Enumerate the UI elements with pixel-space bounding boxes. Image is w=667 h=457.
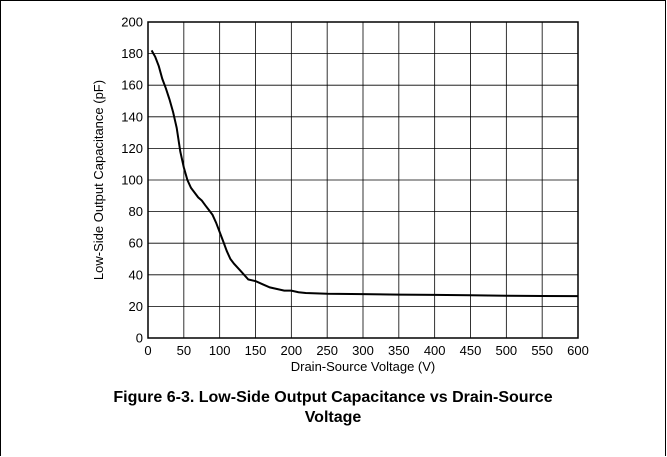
y-tick-label: 140 <box>121 109 143 124</box>
y-tick-label: 60 <box>129 236 143 251</box>
x-axis-title: Drain-Source Voltage (V) <box>291 359 436 374</box>
y-axis-title: Low-Side Output Capacitance (pF) <box>91 80 106 280</box>
x-tick-label: 350 <box>388 343 410 358</box>
y-tick-label: 80 <box>129 204 143 219</box>
x-tick-label: 550 <box>531 343 553 358</box>
y-tick-label: 20 <box>129 299 143 314</box>
y-tick-label: 180 <box>121 46 143 61</box>
y-tick-label: 200 <box>121 15 143 30</box>
x-tick-label: 150 <box>245 343 267 358</box>
y-tick-labels: 0 20 40 60 80 100 120 140 160 180 200 <box>121 15 143 346</box>
figure-caption: Figure 6-3. Low-Side Output Capacitance … <box>0 388 666 428</box>
y-tick-label: 40 <box>129 267 143 282</box>
capacitance-chart: 0 50 100 150 200 250 300 350 400 450 500 550 600 0 20… <box>91 15 589 375</box>
y-tick-label: 0 <box>136 331 143 346</box>
x-tick-label: 300 <box>352 343 374 358</box>
x-tick-label: 0 <box>144 343 151 358</box>
caption-line-2: Voltage <box>304 409 362 426</box>
x-tick-label: 500 <box>495 343 517 358</box>
chart-grid <box>148 22 578 338</box>
x-tick-label: 600 <box>567 343 589 358</box>
x-tick-label: 250 <box>316 343 338 358</box>
x-tick-label: 50 <box>177 343 191 358</box>
x-tick-label: 100 <box>209 343 231 358</box>
x-tick-label: 200 <box>280 343 302 358</box>
y-tick-label: 160 <box>121 78 143 93</box>
y-tick-label: 120 <box>121 141 143 156</box>
x-tick-label: 400 <box>424 343 446 358</box>
x-tick-labels: 0 50 100 150 200 250 300 350 400 450 500 550 600 <box>144 343 588 358</box>
capacitance-curve <box>150 49 579 298</box>
x-tick-label: 450 <box>460 343 482 358</box>
y-tick-label: 100 <box>121 173 143 188</box>
plot-area-border <box>147 21 579 339</box>
caption-line-1: Figure 6-3. Low-Side Output Capacitance … <box>113 389 553 406</box>
